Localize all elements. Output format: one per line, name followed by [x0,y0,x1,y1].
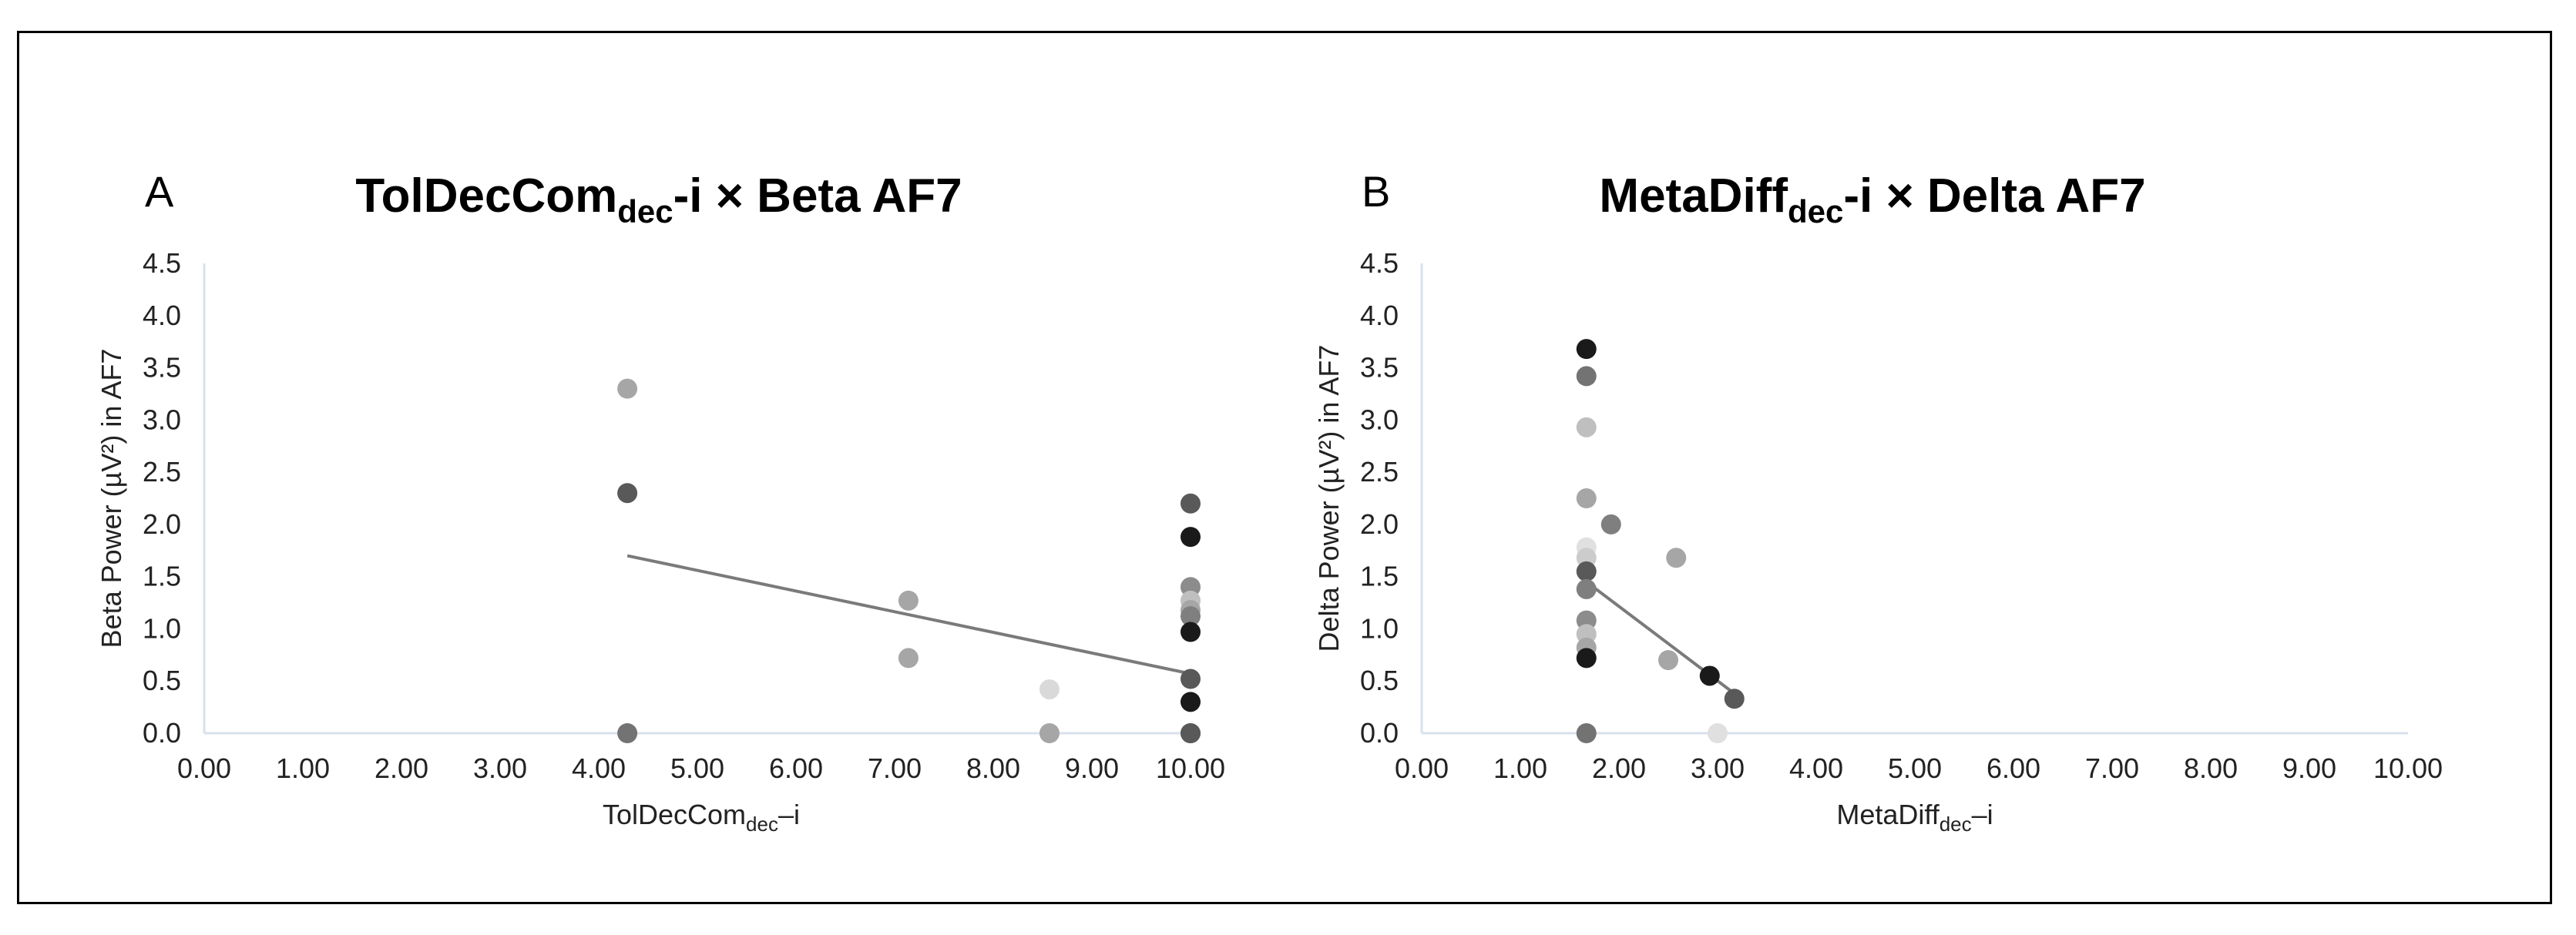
y-tick-label: 4.0 [1360,300,1399,331]
x-tick-label: 8.00 [2184,752,2238,784]
y-tick-label: 1.5 [143,561,181,592]
x-tick-label: 3.00 [473,752,527,784]
scatter-point [1699,665,1720,686]
panel-a: A TolDecComdec-i × Beta AF7 0.0 0.5 1.0 1.5… [96,167,1225,836]
y-tick-labels: 0.0 0.5 1.0 1.5 2.0 2.5 3.0 3.5 4.0 4.5 [1360,247,1399,749]
panel-b: B MetaDiffdec-i × Delta AF7 0.0 0.5 1.0 1.5… [1313,167,2443,836]
y-tick-label: 1.0 [143,612,181,644]
scatter-points [1576,339,1745,743]
y-tick-labels: 0.0 0.5 1.0 1.5 2.0 2.5 3.0 3.5 4.0 4.5 [143,247,181,749]
scatter-point [1658,650,1678,671]
scatter-point [1039,679,1060,700]
scatter-point [617,378,638,399]
scatter-point [1576,488,1597,508]
scatter-point [1576,561,1597,581]
scatter-point [1576,723,1597,743]
y-tick-label: 2.0 [143,508,181,540]
y-tick-label: 2.0 [1360,508,1399,540]
scatter-point [617,723,638,743]
y-tick-label: 1.5 [1360,561,1399,592]
scatter-point [898,590,919,611]
x-tick-label: 2.00 [1592,752,1646,784]
x-tick-label: 7.00 [868,752,922,784]
y-tick-label: 4.0 [143,300,181,331]
scatter-point [1600,514,1621,535]
x-tick-labels: 0.00 1.00 2.00 3.00 4.00 5.00 6.00 7.00 8.00 9.00… [177,752,1225,784]
trendline [626,554,1191,675]
chart-title: MetaDiffdec-i × Delta AF7 [1599,169,2145,230]
x-tick-label: 9.00 [1065,752,1119,784]
scatter-point [1576,339,1597,360]
x-axis-label: TolDecComdec–i [603,799,800,836]
scatter-point [1181,606,1201,627]
scatter-point [1181,669,1201,689]
x-tick-label: 1.00 [276,752,330,784]
y-tick-label: 0.5 [1360,665,1399,696]
x-tick-label: 6.00 [1987,752,2040,784]
scatter-point [1724,689,1745,709]
x-tick-label: 5.00 [1888,752,1942,784]
y-tick-label: 3.5 [143,352,181,384]
x-tick-label: 3.00 [1691,752,1745,784]
y-tick-label: 0.0 [143,717,181,749]
scatter-point [1181,622,1201,642]
y-tick-label: 3.5 [1360,352,1399,384]
x-tick-label: 7.00 [2085,752,2139,784]
y-tick-label: 2.5 [143,456,181,488]
y-tick-label: 4.5 [1360,247,1399,279]
scatter-point [1181,493,1201,514]
y-tick-label: 1.0 [1360,612,1399,644]
x-tick-label: 5.00 [670,752,724,784]
figure-frame [17,31,2552,904]
x-tick-label: 9.00 [2282,752,2336,784]
x-tick-label: 10.00 [1156,752,1225,784]
x-tick-label: 10.00 [2373,752,2443,784]
scatter-point [1708,723,1728,743]
y-tick-label: 3.0 [143,404,181,435]
x-tick-label: 6.00 [769,752,823,784]
chart-title: TolDecComdec-i × Beta AF7 [355,169,962,230]
x-tick-label: 0.00 [177,752,231,784]
y-tick-label: 4.5 [143,247,181,279]
x-tick-label: 4.00 [572,752,626,784]
x-axis-label: MetaDiffdec–i [1836,799,1993,836]
scatter-point [1576,366,1597,387]
panel-letter: B [1362,167,1390,216]
scatter-point [1576,648,1597,669]
y-tick-label: 2.5 [1360,456,1399,488]
scatter-point [1181,723,1201,743]
y-axis-label: Beta Power (µV²) in AF7 [96,349,127,648]
x-tick-labels: 0.00 1.00 2.00 3.00 4.00 5.00 6.00 7.00 8.00 9.00… [1395,752,2443,784]
y-axis-label: Delta Power (µV²) in AF7 [1313,345,1345,652]
x-tick-label: 2.00 [374,752,428,784]
scatter-point [1666,548,1687,568]
x-tick-label: 4.00 [1789,752,1843,784]
y-tick-label: 0.5 [143,665,181,696]
scatter-point [898,648,919,669]
x-tick-label: 0.00 [1395,752,1449,784]
x-tick-label: 1.00 [1493,752,1547,784]
scatter-point [1181,527,1201,548]
x-tick-label: 8.00 [966,752,1020,784]
scatter-point [1039,723,1060,743]
y-tick-label: 3.0 [1360,404,1399,435]
scatter-point [1181,692,1201,712]
scatter-point [1576,417,1597,437]
y-tick-label: 0.0 [1360,717,1399,749]
panel-letter: A [145,167,174,216]
scatter-point [617,483,638,504]
scatter-point [1576,578,1597,599]
scatter-points [617,378,1201,743]
